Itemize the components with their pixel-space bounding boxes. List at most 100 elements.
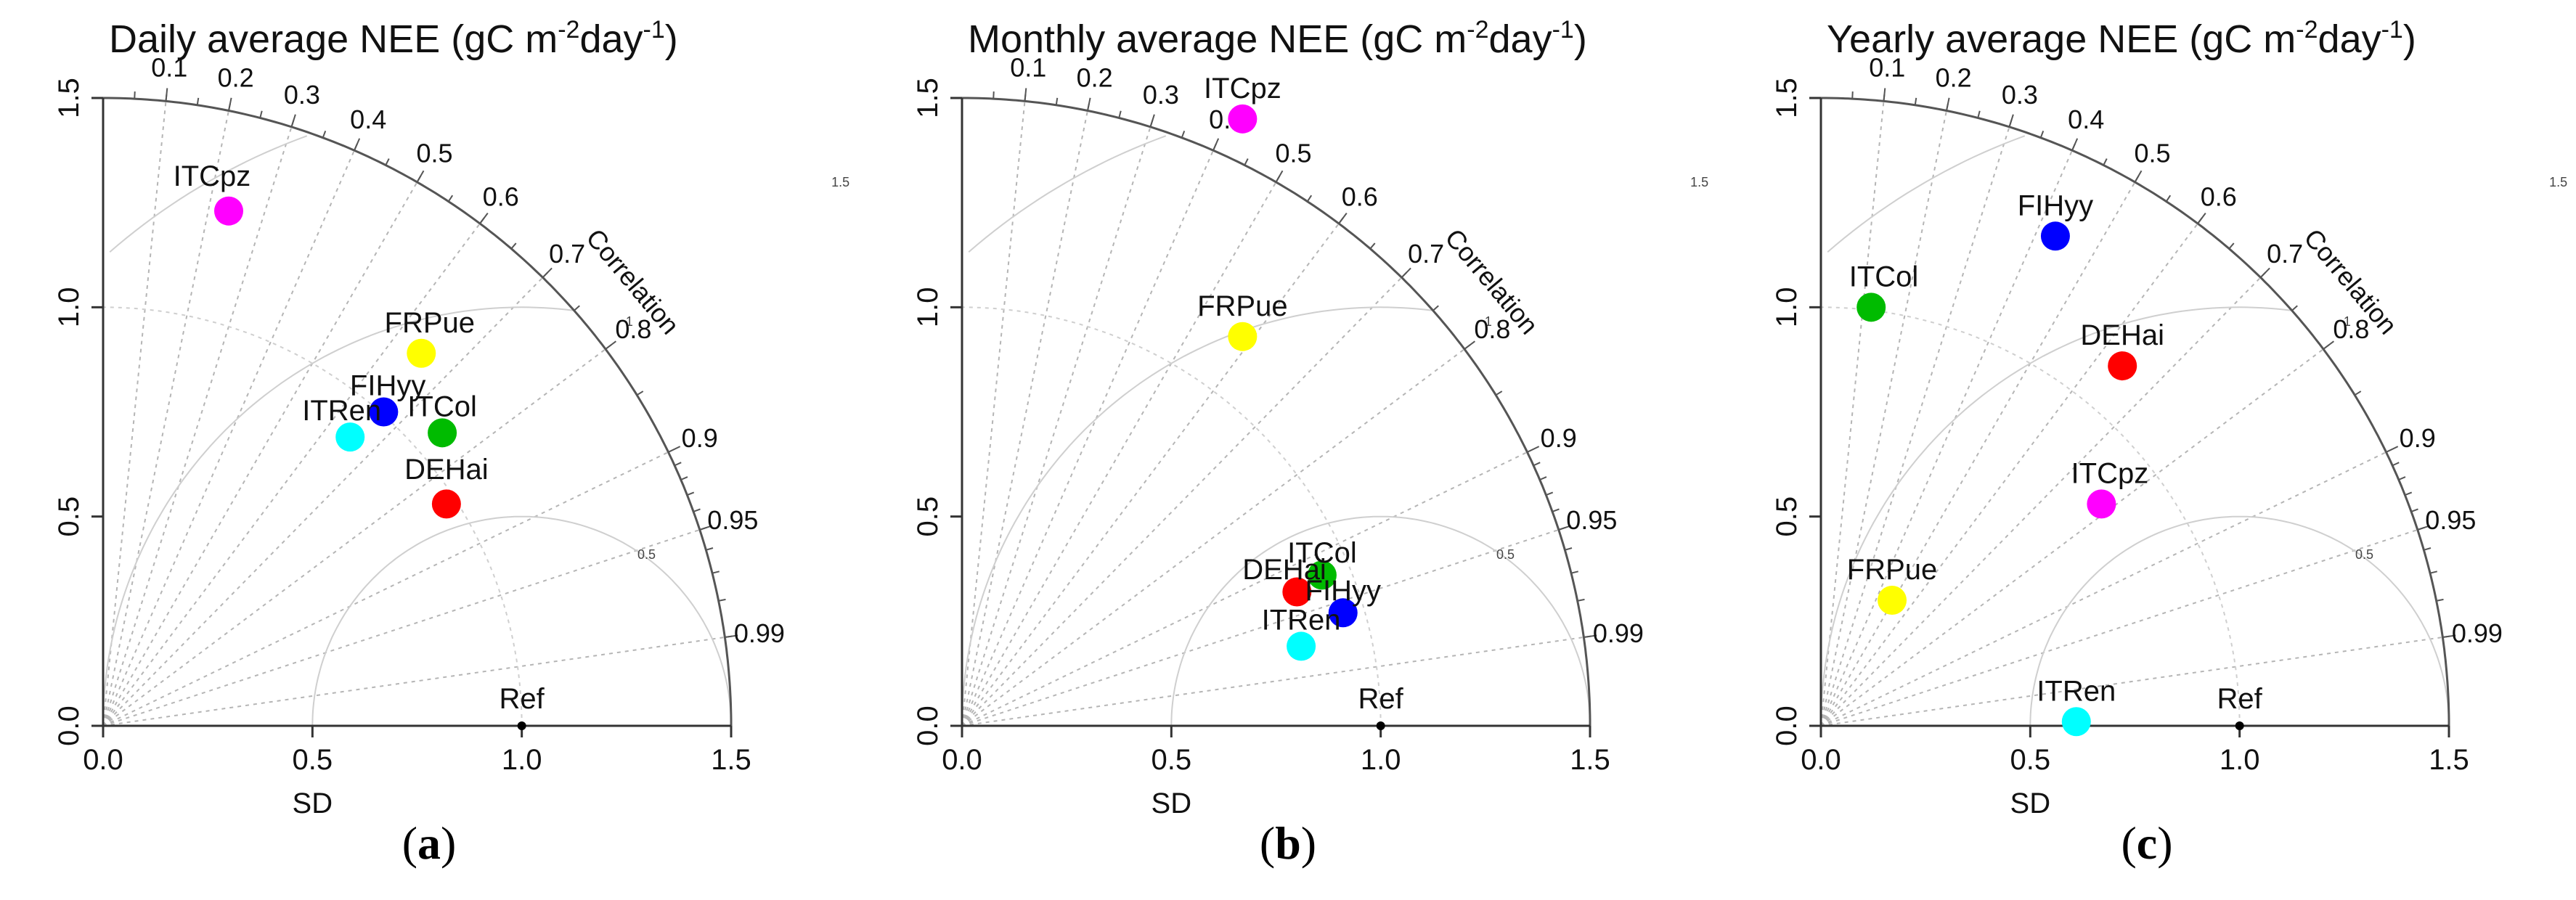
correlation-tick-label: 0.99: [734, 618, 785, 648]
correlation-minor-tick: [2039, 130, 2045, 139]
correlation-tick-label: 0.2: [218, 62, 254, 92]
correlation-minor-tick: [693, 508, 701, 512]
data-point-label-fihyy: FIHyy: [2018, 189, 2093, 221]
y-tick-label: 0.0: [53, 705, 85, 746]
correlation-minor-tick: [2165, 195, 2172, 202]
data-point-fihyy: [1328, 598, 1358, 628]
correlation-minor-tick: [2429, 570, 2437, 574]
correlation-tick-label: 0.8: [1474, 314, 1510, 344]
outer-arc: [103, 97, 733, 726]
correlation-major-tick: [1338, 213, 1348, 224]
correlation-major-tick: [725, 634, 738, 638]
correlation-major-tick: [542, 267, 553, 278]
correlation-tick-label: 0.1: [1869, 53, 1905, 83]
correlation-minor-tick: [636, 390, 644, 396]
data-point-label-frpue: FRPue: [1197, 290, 1288, 322]
correlation-minor-tick: [674, 462, 682, 467]
data-point-itcol: [428, 418, 457, 448]
correlation-gridline: [1820, 150, 2073, 727]
correlation-tick-label: 0.1: [151, 53, 187, 83]
correlation-tick-label: 0.95: [1566, 505, 1617, 535]
data-point-itren: [1287, 631, 1316, 661]
correlation-tick-label: 0.3: [284, 80, 320, 110]
correlation-major-tick: [2442, 634, 2456, 638]
correlation-major-tick: [165, 88, 168, 102]
correlation-tick-label: 0.9: [2400, 423, 2436, 453]
y-tick-label: 1.0: [912, 287, 944, 328]
x-tick-label: 0.5: [293, 744, 333, 776]
data-point-label-frpue: FRPue: [385, 307, 476, 339]
correlation-tick-label: 0.5: [2134, 138, 2170, 168]
correlation-tick-label: 0.7: [1408, 239, 1444, 269]
correlation-major-tick: [290, 114, 296, 128]
correlation-major-tick: [2386, 446, 2399, 453]
y-tick-label: 1.5: [53, 78, 85, 118]
correlation-gridline: [961, 126, 1152, 727]
data-point-label-itren: ITRen: [2037, 675, 2116, 707]
x-tick-label: 0.5: [1152, 744, 1192, 776]
reference-point: [517, 721, 526, 730]
correlation-major-tick: [416, 170, 425, 183]
sd-reference-arc: [102, 306, 523, 727]
correlation-gridline: [1820, 126, 2010, 727]
rms-contour: [2029, 515, 2450, 727]
sd-reference-arc: [1820, 306, 2241, 727]
correlation-minor-tick: [2392, 462, 2400, 467]
x-axis-label: SD: [2010, 788, 2051, 819]
data-point-label-frpue: FRPue: [1847, 554, 1938, 586]
rms-contour-label: 1.5: [1690, 175, 1708, 189]
grid-layer: 0.5 1 1.5: [1820, 101, 2567, 727]
correlation-major-tick: [2417, 525, 2431, 531]
correlation-gridline: [961, 223, 1340, 727]
correlation-tick-label: 0.2: [1077, 62, 1113, 92]
panel-caption: (c): [2121, 817, 2173, 869]
correlation-minor-tick: [2398, 476, 2406, 480]
data-point-label-itren: ITRen: [302, 395, 381, 427]
correlation-gridline: [102, 110, 229, 727]
correlation-minor-tick: [1851, 91, 1854, 99]
chart-title: Daily average NEE (gC m-2day-1): [109, 16, 678, 61]
correlation-minor-tick: [1369, 242, 1376, 250]
data-point-label-itren: ITRen: [1262, 604, 1341, 636]
correlation-major-tick: [1149, 114, 1155, 128]
correlation-major-tick: [2323, 340, 2335, 350]
correlation-minor-tick: [1181, 130, 1186, 139]
correlation-gridline: [102, 101, 167, 727]
y-tick-label: 0.0: [912, 705, 944, 746]
data-point-label-fihyy: FIHyy: [1305, 575, 1381, 607]
data-point-itcpz: [2087, 489, 2116, 519]
correlation-minor-tick: [1118, 110, 1122, 118]
correlation-major-tick: [1275, 170, 1284, 183]
taylor-diagram-daily: Daily average NEE (gC m-2day-1) 0.5 1 1.5 0.…: [0, 0, 858, 900]
data-point-frpue: [1878, 586, 1907, 615]
correlation-gridline: [102, 348, 606, 727]
correlation-minor-tick: [706, 547, 714, 551]
data-point-label-itcol: ITCol: [1849, 261, 1919, 293]
data-point-itren: [335, 422, 365, 452]
correlation-tick-label: 0.99: [2452, 618, 2503, 648]
y-tick-label: 0.5: [1771, 496, 1803, 537]
data-point-label-itcol: ITCol: [407, 390, 477, 422]
correlation-gridline: [961, 348, 1465, 727]
data-point-label-dehai: DEHai: [2080, 319, 2164, 351]
correlation-gridline: [102, 277, 544, 727]
correlation-tick-label: 0.95: [2425, 505, 2476, 535]
correlation-gridline: [961, 101, 1026, 727]
correlation-major-tick: [605, 340, 617, 350]
correlation-minor-tick: [259, 110, 263, 118]
correlation-tick-label: 0.4: [2068, 105, 2104, 134]
correlation-gridline: [1820, 636, 2443, 727]
correlation-minor-tick: [712, 570, 720, 574]
taylor-chart-svg: Yearly average NEE (gC m-2day-1)0.511.50…: [1771, 16, 2567, 819]
grid-layer: 0.5 1 1.5: [961, 101, 1708, 727]
correlation-minor-tick: [134, 91, 136, 99]
correlation-gridline: [1820, 348, 2324, 727]
correlation-major-tick: [479, 213, 489, 224]
grid-layer: 0.5 1 1.5: [102, 101, 849, 727]
data-point-frpue: [1228, 322, 1258, 351]
x-tick-label: 1.5: [2429, 744, 2469, 776]
outer-arc: [962, 97, 1591, 726]
correlation-gridline: [1820, 528, 2418, 727]
correlation-gridline: [961, 528, 1560, 727]
data-point-itcpz: [1228, 104, 1258, 134]
